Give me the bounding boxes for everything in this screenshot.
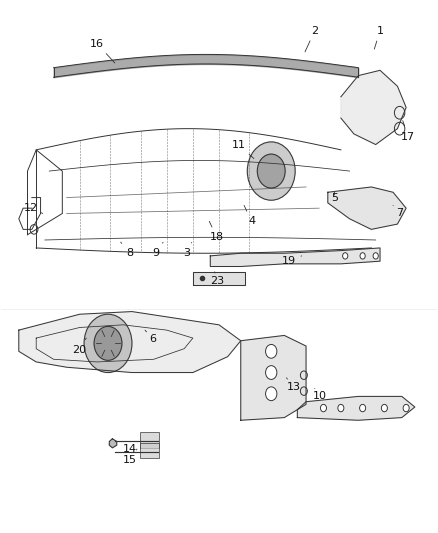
Text: 12: 12 xyxy=(24,203,43,214)
Circle shape xyxy=(247,142,295,200)
Circle shape xyxy=(360,253,365,259)
Polygon shape xyxy=(19,312,241,373)
Text: 16: 16 xyxy=(90,39,115,63)
Circle shape xyxy=(257,154,285,188)
Text: 3: 3 xyxy=(183,243,192,259)
FancyBboxPatch shape xyxy=(140,443,159,458)
Circle shape xyxy=(265,366,277,379)
Text: 4: 4 xyxy=(244,205,255,227)
Text: 9: 9 xyxy=(152,243,163,259)
Circle shape xyxy=(265,344,277,358)
Circle shape xyxy=(94,326,122,360)
Text: 18: 18 xyxy=(209,221,224,243)
Text: 6: 6 xyxy=(145,330,156,344)
Text: 14: 14 xyxy=(123,441,137,455)
Text: 8: 8 xyxy=(120,242,133,259)
Circle shape xyxy=(321,405,326,412)
Text: 7: 7 xyxy=(393,206,403,219)
Text: 10: 10 xyxy=(313,389,327,401)
Text: 20: 20 xyxy=(72,338,86,355)
Circle shape xyxy=(360,405,366,412)
Circle shape xyxy=(338,405,344,412)
Text: 13: 13 xyxy=(286,378,301,392)
Polygon shape xyxy=(110,439,117,448)
Polygon shape xyxy=(341,70,406,144)
Text: 2: 2 xyxy=(305,26,318,52)
Text: 23: 23 xyxy=(210,272,224,286)
Circle shape xyxy=(265,387,277,401)
Text: 11: 11 xyxy=(232,140,254,159)
Text: 1: 1 xyxy=(374,26,384,49)
Polygon shape xyxy=(241,335,306,420)
Circle shape xyxy=(381,405,388,412)
Polygon shape xyxy=(210,248,380,266)
Circle shape xyxy=(343,253,348,259)
Circle shape xyxy=(84,314,132,373)
Circle shape xyxy=(373,253,378,259)
Polygon shape xyxy=(328,187,406,229)
Text: 15: 15 xyxy=(123,449,137,465)
Polygon shape xyxy=(297,397,415,420)
Text: 5: 5 xyxy=(331,192,338,203)
Text: 19: 19 xyxy=(282,256,302,266)
FancyBboxPatch shape xyxy=(140,432,159,448)
Polygon shape xyxy=(193,272,245,285)
Circle shape xyxy=(403,405,409,412)
Text: 17: 17 xyxy=(401,120,415,142)
